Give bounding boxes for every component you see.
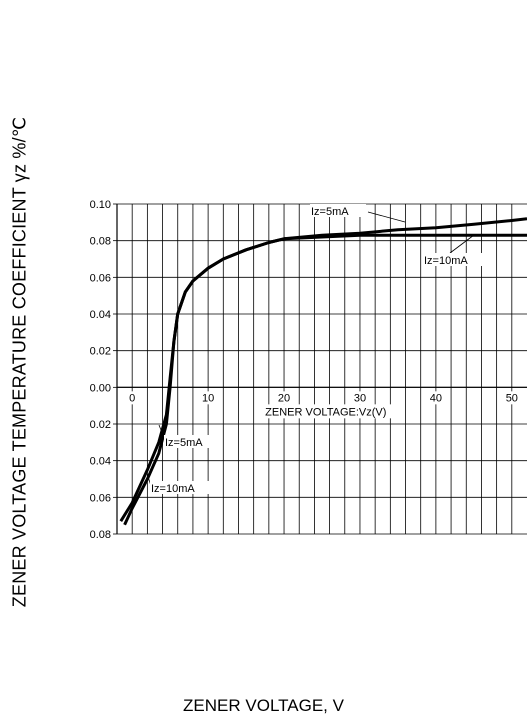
y-tick-label: 0.02 [90,419,111,431]
x-tick-label-bg [126,391,138,405]
x-tick-label-bg [275,391,294,405]
grid [117,203,527,535]
y-tick-label: 0.00 [90,382,111,394]
x-tick-label: 0 [129,392,135,404]
y-tick-label: 0.08 [90,236,111,248]
y-tick-label: 0.02 [90,346,111,358]
annotations: Iz=5mA Iz=10mA Iz=5mA Iz=10mA [145,204,488,495]
y-tick-label: 0.06 [90,492,111,504]
tick-labels: 0.10 0.08 0.06 0.04 0.02 0.00 0.02 0.04 0.06 0.08… [90,199,521,541]
annotation-bg [423,253,488,266]
y-tick-label: 0.04 [90,456,111,468]
annotation-bg [150,481,212,494]
annotation-bg [310,204,366,217]
x-tick-label: 40 [430,392,442,404]
y-tick-label: 0.08 [90,529,111,541]
inner-x-axis-label-bg [259,404,392,419]
annotation-bg [164,435,218,448]
x-tick-label-bg [350,391,369,405]
x-tick-label-bg [502,391,521,405]
annotation-leader [449,234,475,254]
x-tick-label: 30 [354,392,366,404]
annotation-label: Iz=5mA [311,206,349,218]
x-tick-label-bg [426,391,445,405]
y-tick-label: 0.04 [90,309,111,321]
annotation-label: Iz=10mA [424,255,468,267]
inner-x-axis-label: ZENER VOLTAGE:Vz(V) [265,406,386,418]
x-axis-title: ZENER VOLTAGE, V [183,696,344,715]
series-line-2 [123,233,527,526]
y-tick-label: 0.06 [90,272,111,284]
x-tick-label: 20 [278,392,290,404]
annotation-label: Iz=5mA [165,437,203,449]
x-tick-label: 50 [506,392,518,404]
series-lines [119,217,527,526]
axes [113,203,527,535]
x-tick-label-bg [199,391,218,405]
annotation-leader [367,211,406,223]
x-tick-label: 10 [202,392,214,404]
y-tick-label: 0.10 [90,199,111,211]
annotation-label: Iz=10mA [151,483,195,495]
